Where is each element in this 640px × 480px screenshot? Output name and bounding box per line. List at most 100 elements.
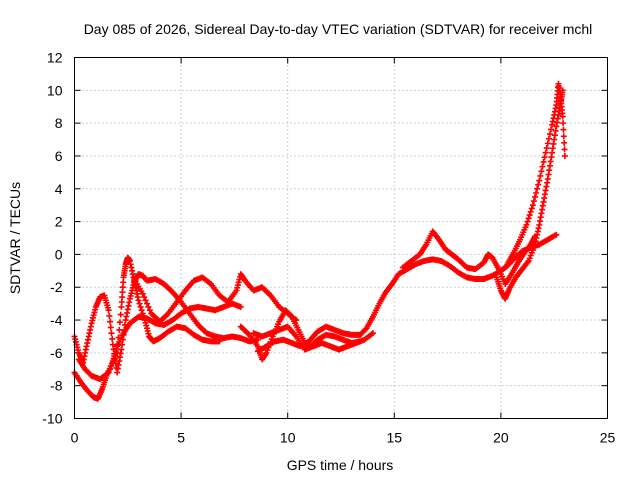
x-tick-label: 15	[387, 430, 403, 446]
data-point	[109, 359, 116, 366]
series-track-b	[71, 271, 261, 376]
series-track-a	[71, 300, 244, 402]
y-tick-label: -10	[42, 411, 62, 427]
y-tick-label: 0	[55, 246, 63, 262]
y-tick-label: 2	[55, 214, 63, 230]
data-point	[546, 131, 553, 138]
series-track-f	[250, 323, 376, 353]
data-point	[560, 120, 567, 127]
data-point	[561, 139, 568, 146]
y-tick-label: -6	[50, 345, 63, 361]
data-point	[115, 334, 122, 341]
data-point	[362, 326, 369, 333]
data-point	[107, 324, 114, 331]
data-point	[544, 140, 551, 147]
data-point	[105, 369, 112, 376]
data-point	[561, 146, 568, 153]
y-tick-label: 4	[55, 181, 63, 197]
data-point	[559, 113, 566, 120]
data-point	[543, 145, 550, 152]
data-point	[146, 307, 153, 314]
data-point	[369, 330, 376, 337]
data-point	[136, 300, 143, 307]
data-point	[112, 353, 119, 360]
data-point	[287, 312, 294, 319]
data-point	[524, 218, 531, 225]
data-point	[529, 202, 536, 209]
chart-title: Day 085 of 2026, Sidereal Day-to-day VTE…	[84, 21, 593, 37]
data-point	[143, 300, 150, 307]
data-point	[542, 149, 549, 156]
data-point	[105, 307, 112, 314]
data-point	[138, 307, 145, 314]
data-point	[139, 290, 146, 297]
data-point	[527, 208, 534, 215]
y-axis-label: SDTVAR / TECUs	[7, 182, 23, 294]
data-point	[106, 312, 113, 319]
grid-lines	[74, 57, 608, 419]
data-point	[539, 163, 546, 170]
data-point	[541, 154, 548, 161]
axis-ticks	[74, 57, 608, 419]
y-tick-label: -8	[50, 378, 63, 394]
data-point	[107, 366, 114, 373]
y-tick-label: 10	[47, 82, 63, 98]
x-tick-label: 20	[493, 430, 509, 446]
data-point	[532, 193, 539, 200]
data-point	[108, 330, 115, 337]
data-point	[108, 362, 115, 369]
data-point	[137, 303, 144, 310]
data-point	[111, 356, 118, 363]
series-track-h	[399, 228, 539, 287]
x-tick-label: 5	[177, 430, 185, 446]
data-point	[140, 313, 147, 320]
data-point	[548, 126, 555, 133]
x-axis-label: GPS time / hours	[287, 457, 394, 473]
data-point	[533, 189, 540, 196]
x-tick-label: 10	[280, 430, 296, 446]
series-track-i	[493, 87, 566, 302]
data-point	[545, 135, 552, 142]
data-point	[530, 198, 537, 205]
data-point	[561, 152, 568, 159]
y-tick-label: -2	[50, 279, 63, 295]
data-point	[114, 342, 121, 349]
data-point	[540, 158, 547, 165]
data-point	[534, 185, 541, 192]
data-point	[139, 310, 146, 317]
data-point	[536, 177, 543, 184]
y-tick-label: 6	[55, 148, 63, 164]
series-track-j	[504, 80, 568, 268]
data-point	[525, 215, 532, 222]
data-point	[216, 338, 223, 345]
data-point	[135, 297, 142, 304]
data-point	[528, 205, 535, 212]
x-tick-labels: 0 5 10 15 20 25	[71, 430, 616, 446]
y-tick-label: 8	[55, 115, 63, 131]
data-point	[538, 168, 545, 175]
series-track-c	[75, 254, 223, 383]
data-point	[109, 335, 116, 342]
data-point	[116, 319, 123, 326]
plot-frame	[74, 57, 608, 419]
data-point	[117, 311, 124, 318]
data-point	[523, 221, 530, 228]
data-point	[535, 181, 542, 188]
data-point	[107, 318, 114, 325]
data-point	[560, 126, 567, 133]
data-point	[526, 212, 533, 219]
data-point	[116, 326, 123, 333]
x-tick-label: 0	[71, 430, 79, 446]
data-marks	[71, 80, 568, 402]
data-point	[560, 133, 567, 140]
x-tick-label: 25	[600, 430, 616, 446]
y-tick-label: -4	[50, 312, 63, 328]
data-point	[537, 172, 544, 179]
data-point	[553, 231, 560, 238]
y-tick-labels: -10 -8 -6 -4 -2 0 2 4 6 8 10 12	[42, 50, 62, 427]
data-point	[142, 297, 149, 304]
data-point	[141, 294, 148, 301]
data-point	[237, 303, 244, 310]
data-point	[145, 303, 152, 310]
